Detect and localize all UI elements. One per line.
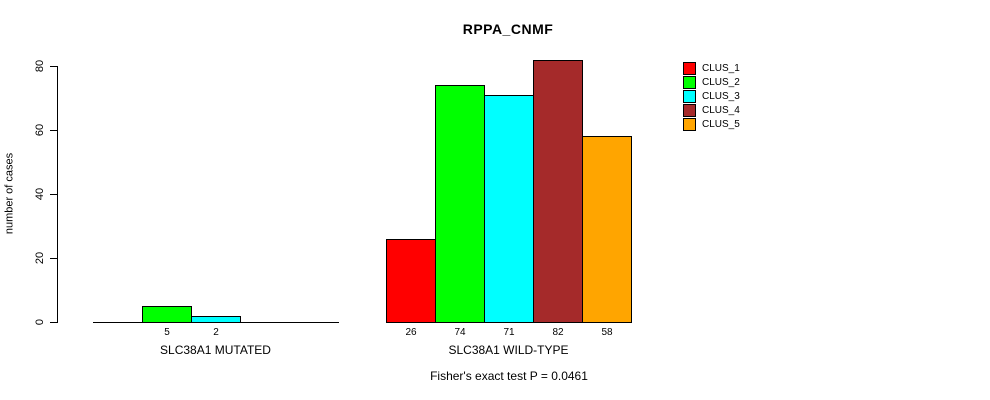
legend-item: CLUS_2 bbox=[683, 75, 740, 89]
legend: CLUS_1 CLUS_2 CLUS_3 CLUS_4 CLUS_5 bbox=[683, 61, 740, 131]
legend-swatch bbox=[683, 103, 696, 117]
bar-value-label: 71 bbox=[503, 327, 515, 338]
bar-value-label: 5 bbox=[164, 327, 170, 338]
y-axis-line bbox=[57, 66, 58, 323]
legend-item: CLUS_1 bbox=[683, 61, 740, 75]
legend-item: CLUS_5 bbox=[683, 117, 740, 131]
bar-value-label: 74 bbox=[454, 327, 466, 338]
legend-item: CLUS_4 bbox=[683, 103, 740, 117]
legend-swatch bbox=[683, 117, 696, 131]
legend-swatch bbox=[683, 75, 696, 89]
y-tick bbox=[50, 66, 57, 67]
fisher-test-annotation: Fisher's exact test P = 0.0461 bbox=[430, 369, 588, 383]
bar bbox=[191, 316, 241, 323]
legend-label: CLUS_4 bbox=[702, 104, 740, 116]
legend-swatch bbox=[683, 61, 696, 75]
y-tick-label: 40 bbox=[34, 187, 46, 201]
legend-swatch bbox=[683, 89, 696, 103]
legend-label: CLUS_1 bbox=[702, 62, 740, 74]
x-axis-group-label: SLC38A1 MUTATED bbox=[160, 343, 271, 357]
y-tick bbox=[50, 258, 57, 259]
y-tick-label: 20 bbox=[34, 251, 46, 265]
y-tick bbox=[50, 130, 57, 131]
bar-value-label: 58 bbox=[601, 327, 613, 338]
legend-label: CLUS_3 bbox=[702, 90, 740, 102]
legend-item: CLUS_3 bbox=[683, 89, 740, 103]
bar bbox=[142, 306, 192, 323]
bar bbox=[533, 60, 583, 323]
bar bbox=[484, 95, 534, 323]
bar bbox=[435, 85, 485, 323]
bar bbox=[582, 136, 632, 323]
y-tick bbox=[50, 322, 57, 323]
legend-label: CLUS_5 bbox=[702, 118, 740, 130]
bar bbox=[386, 239, 436, 323]
y-tick bbox=[50, 194, 57, 195]
y-tick-label: 80 bbox=[34, 59, 46, 73]
x-axis-group-label: SLC38A1 WILD-TYPE bbox=[448, 343, 569, 357]
bar-value-label: 26 bbox=[405, 327, 417, 338]
y-tick-label: 60 bbox=[34, 123, 46, 137]
y-tick-label: 0 bbox=[34, 318, 46, 326]
chart-title: RPPA_CNMF bbox=[462, 21, 554, 37]
legend-label: CLUS_2 bbox=[702, 76, 740, 88]
bar-value-label: 82 bbox=[552, 327, 564, 338]
bar-value-label: 2 bbox=[213, 327, 219, 338]
